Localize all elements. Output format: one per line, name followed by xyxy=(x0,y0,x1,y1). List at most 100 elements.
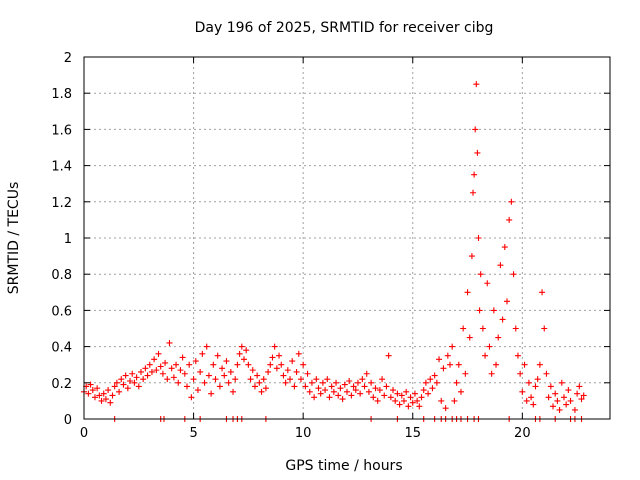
data-point xyxy=(381,392,388,399)
data-point xyxy=(159,370,166,377)
y-tick-label: 1.2 xyxy=(51,196,72,211)
data-point xyxy=(269,354,276,361)
data-point xyxy=(146,361,153,368)
data-point xyxy=(203,343,210,350)
data-point xyxy=(166,339,173,346)
data-point xyxy=(105,387,112,394)
data-point xyxy=(184,383,191,390)
data-point xyxy=(212,376,219,383)
data-point xyxy=(120,381,127,388)
data-point xyxy=(556,406,563,413)
data-point xyxy=(418,394,425,401)
data-point xyxy=(170,374,177,381)
data-point xyxy=(225,379,232,386)
data-point xyxy=(164,376,171,383)
y-tick-label: 0.8 xyxy=(51,268,72,283)
x-tick-label: 0 xyxy=(80,426,88,441)
data-point xyxy=(133,374,140,381)
data-point xyxy=(576,383,583,390)
data-point xyxy=(433,379,440,386)
data-point xyxy=(365,388,372,395)
data-point xyxy=(514,352,521,359)
data-point xyxy=(361,383,368,390)
x-tick-labels: 0 5 10 15 20 xyxy=(80,426,531,441)
data-point xyxy=(190,376,197,383)
data-point xyxy=(280,372,287,379)
x-tick-label: 20 xyxy=(514,426,531,441)
data-point xyxy=(414,397,421,404)
x-tick-label: 5 xyxy=(189,426,197,441)
data-point xyxy=(425,390,432,397)
data-point xyxy=(271,343,278,350)
data-point xyxy=(267,361,274,368)
data-point xyxy=(221,372,228,379)
data-point xyxy=(372,385,379,392)
data-point xyxy=(186,361,193,368)
data-point xyxy=(153,367,160,374)
data-point xyxy=(453,379,460,386)
data-point xyxy=(482,352,489,359)
y-tick-labels: 0 0.2 0.4 0.6 0.8 1 1.2 1.4 1.6 1.8 2 xyxy=(51,51,72,428)
data-point xyxy=(107,399,114,406)
data-point xyxy=(495,334,502,341)
data-point xyxy=(137,368,144,375)
data-point xyxy=(223,358,230,365)
data-point xyxy=(232,376,239,383)
data-point xyxy=(144,372,151,379)
data-point xyxy=(484,280,491,287)
data-point xyxy=(319,379,326,386)
y-axis-title: SRMTID / TECUs xyxy=(6,182,22,295)
data-point xyxy=(304,370,311,377)
data-point xyxy=(440,365,447,372)
data-point xyxy=(240,356,247,363)
data-point xyxy=(188,394,195,401)
data-point xyxy=(449,343,456,350)
data-point xyxy=(142,365,149,372)
data-point xyxy=(326,394,333,401)
data-point xyxy=(162,359,169,366)
data-point xyxy=(339,396,346,403)
data-point xyxy=(282,379,289,386)
data-point xyxy=(230,388,237,395)
data-point xyxy=(300,361,307,368)
data-point xyxy=(563,401,570,408)
y-tick-label: 1.8 xyxy=(51,87,72,102)
data-point xyxy=(431,372,438,379)
data-points xyxy=(81,81,587,422)
data-point xyxy=(100,390,107,397)
data-point xyxy=(350,383,357,390)
data-point xyxy=(390,387,397,394)
data-point xyxy=(405,403,412,410)
data-point xyxy=(422,379,429,386)
data-point xyxy=(192,358,199,365)
data-point xyxy=(420,387,427,394)
data-point xyxy=(278,361,285,368)
y-tick-label: 0 xyxy=(64,413,72,428)
data-point xyxy=(359,376,366,383)
data-point xyxy=(462,370,469,377)
data-point xyxy=(387,394,394,401)
data-point xyxy=(536,361,543,368)
data-point xyxy=(308,379,315,386)
data-point xyxy=(444,352,451,359)
data-point xyxy=(94,385,101,392)
data-point xyxy=(539,289,546,296)
data-point xyxy=(490,307,497,314)
data-point xyxy=(247,376,254,383)
data-point xyxy=(400,397,407,404)
data-point xyxy=(287,376,294,383)
data-point xyxy=(552,390,559,397)
data-point xyxy=(118,376,125,383)
data-point xyxy=(276,352,283,359)
data-point xyxy=(534,376,541,383)
data-point xyxy=(258,388,265,395)
data-point xyxy=(574,390,581,397)
data-point xyxy=(124,385,131,392)
data-point xyxy=(545,394,552,401)
data-point xyxy=(291,383,298,390)
data-point xyxy=(155,350,162,357)
data-point xyxy=(175,379,182,386)
data-point xyxy=(379,376,386,383)
data-point xyxy=(302,383,309,390)
x-tick-label: 10 xyxy=(295,426,312,441)
